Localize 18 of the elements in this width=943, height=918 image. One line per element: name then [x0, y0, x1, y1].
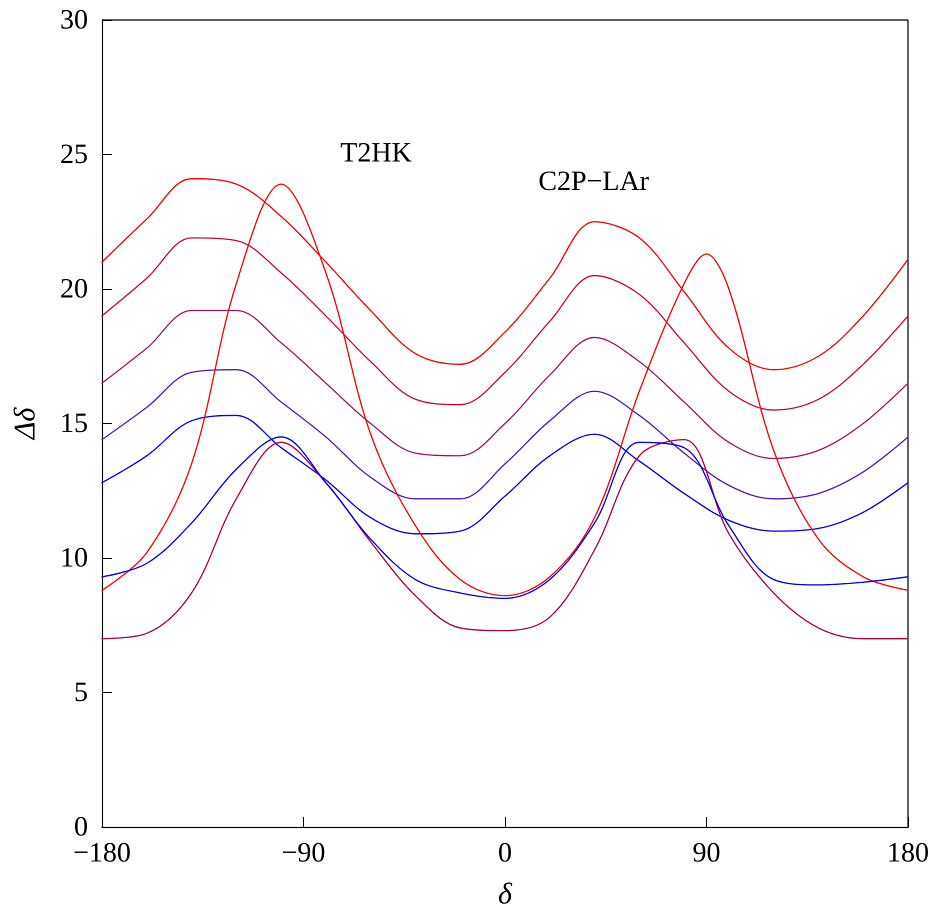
y-tick-label: 10	[60, 542, 88, 574]
line-series	[101, 237, 909, 411]
y-tick-label: 25	[60, 139, 88, 170]
x-tick-label: 180	[887, 838, 929, 868]
line-series	[101, 369, 909, 500]
x-tick-label: 90	[692, 838, 720, 868]
y-tick-label: 30	[60, 4, 88, 36]
x-tick-label: −90	[282, 838, 326, 868]
y-axis-title: Δδ	[8, 406, 42, 440]
annotation: T2HK	[340, 138, 412, 169]
x-axis-title: δ	[498, 878, 514, 910]
y-tick-label: 20	[60, 274, 88, 304]
y-tick-label: 5	[74, 677, 88, 708]
line-series	[101, 310, 909, 460]
annotation: C2P−LAr	[538, 166, 650, 197]
y-tick-label: 15	[60, 408, 88, 439]
x-tick-label: 0	[498, 838, 512, 868]
line-series	[101, 438, 909, 640]
